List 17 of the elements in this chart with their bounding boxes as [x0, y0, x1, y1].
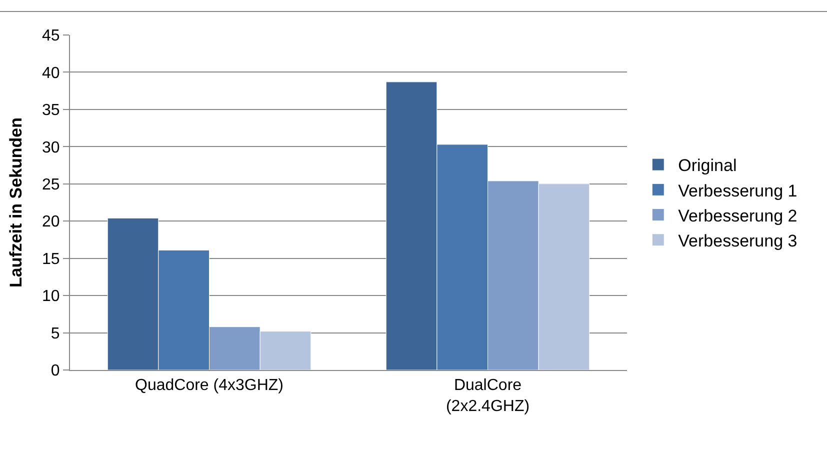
y-tick-label: 10: [42, 288, 60, 306]
y-tick-label: 15: [42, 250, 60, 268]
y-tick-label: 0: [50, 362, 60, 380]
y-axis-title: Laufzeit in Sekunden: [6, 117, 26, 288]
y-tick-label: 25: [42, 176, 60, 194]
legend-label: Original: [678, 156, 737, 176]
legend-label: Verbesserung 3: [678, 231, 798, 250]
y-tick-label: 30: [42, 139, 60, 156]
y-tick-label: 5: [50, 325, 60, 342]
y-tick-label: 35: [42, 102, 60, 120]
y-tick-label: 20: [42, 214, 60, 231]
x-tick-label: DualCore (2x2.4GHZ): [446, 377, 530, 415]
legend-label: Verbesserung 2: [678, 206, 798, 226]
y-tick-label: 45: [42, 28, 60, 45]
legend-label: Verbesserung 1: [678, 181, 798, 200]
x-tick-label: QuadCore (4x3GHZ): [135, 377, 284, 394]
y-tick-label: 40: [42, 64, 60, 82]
